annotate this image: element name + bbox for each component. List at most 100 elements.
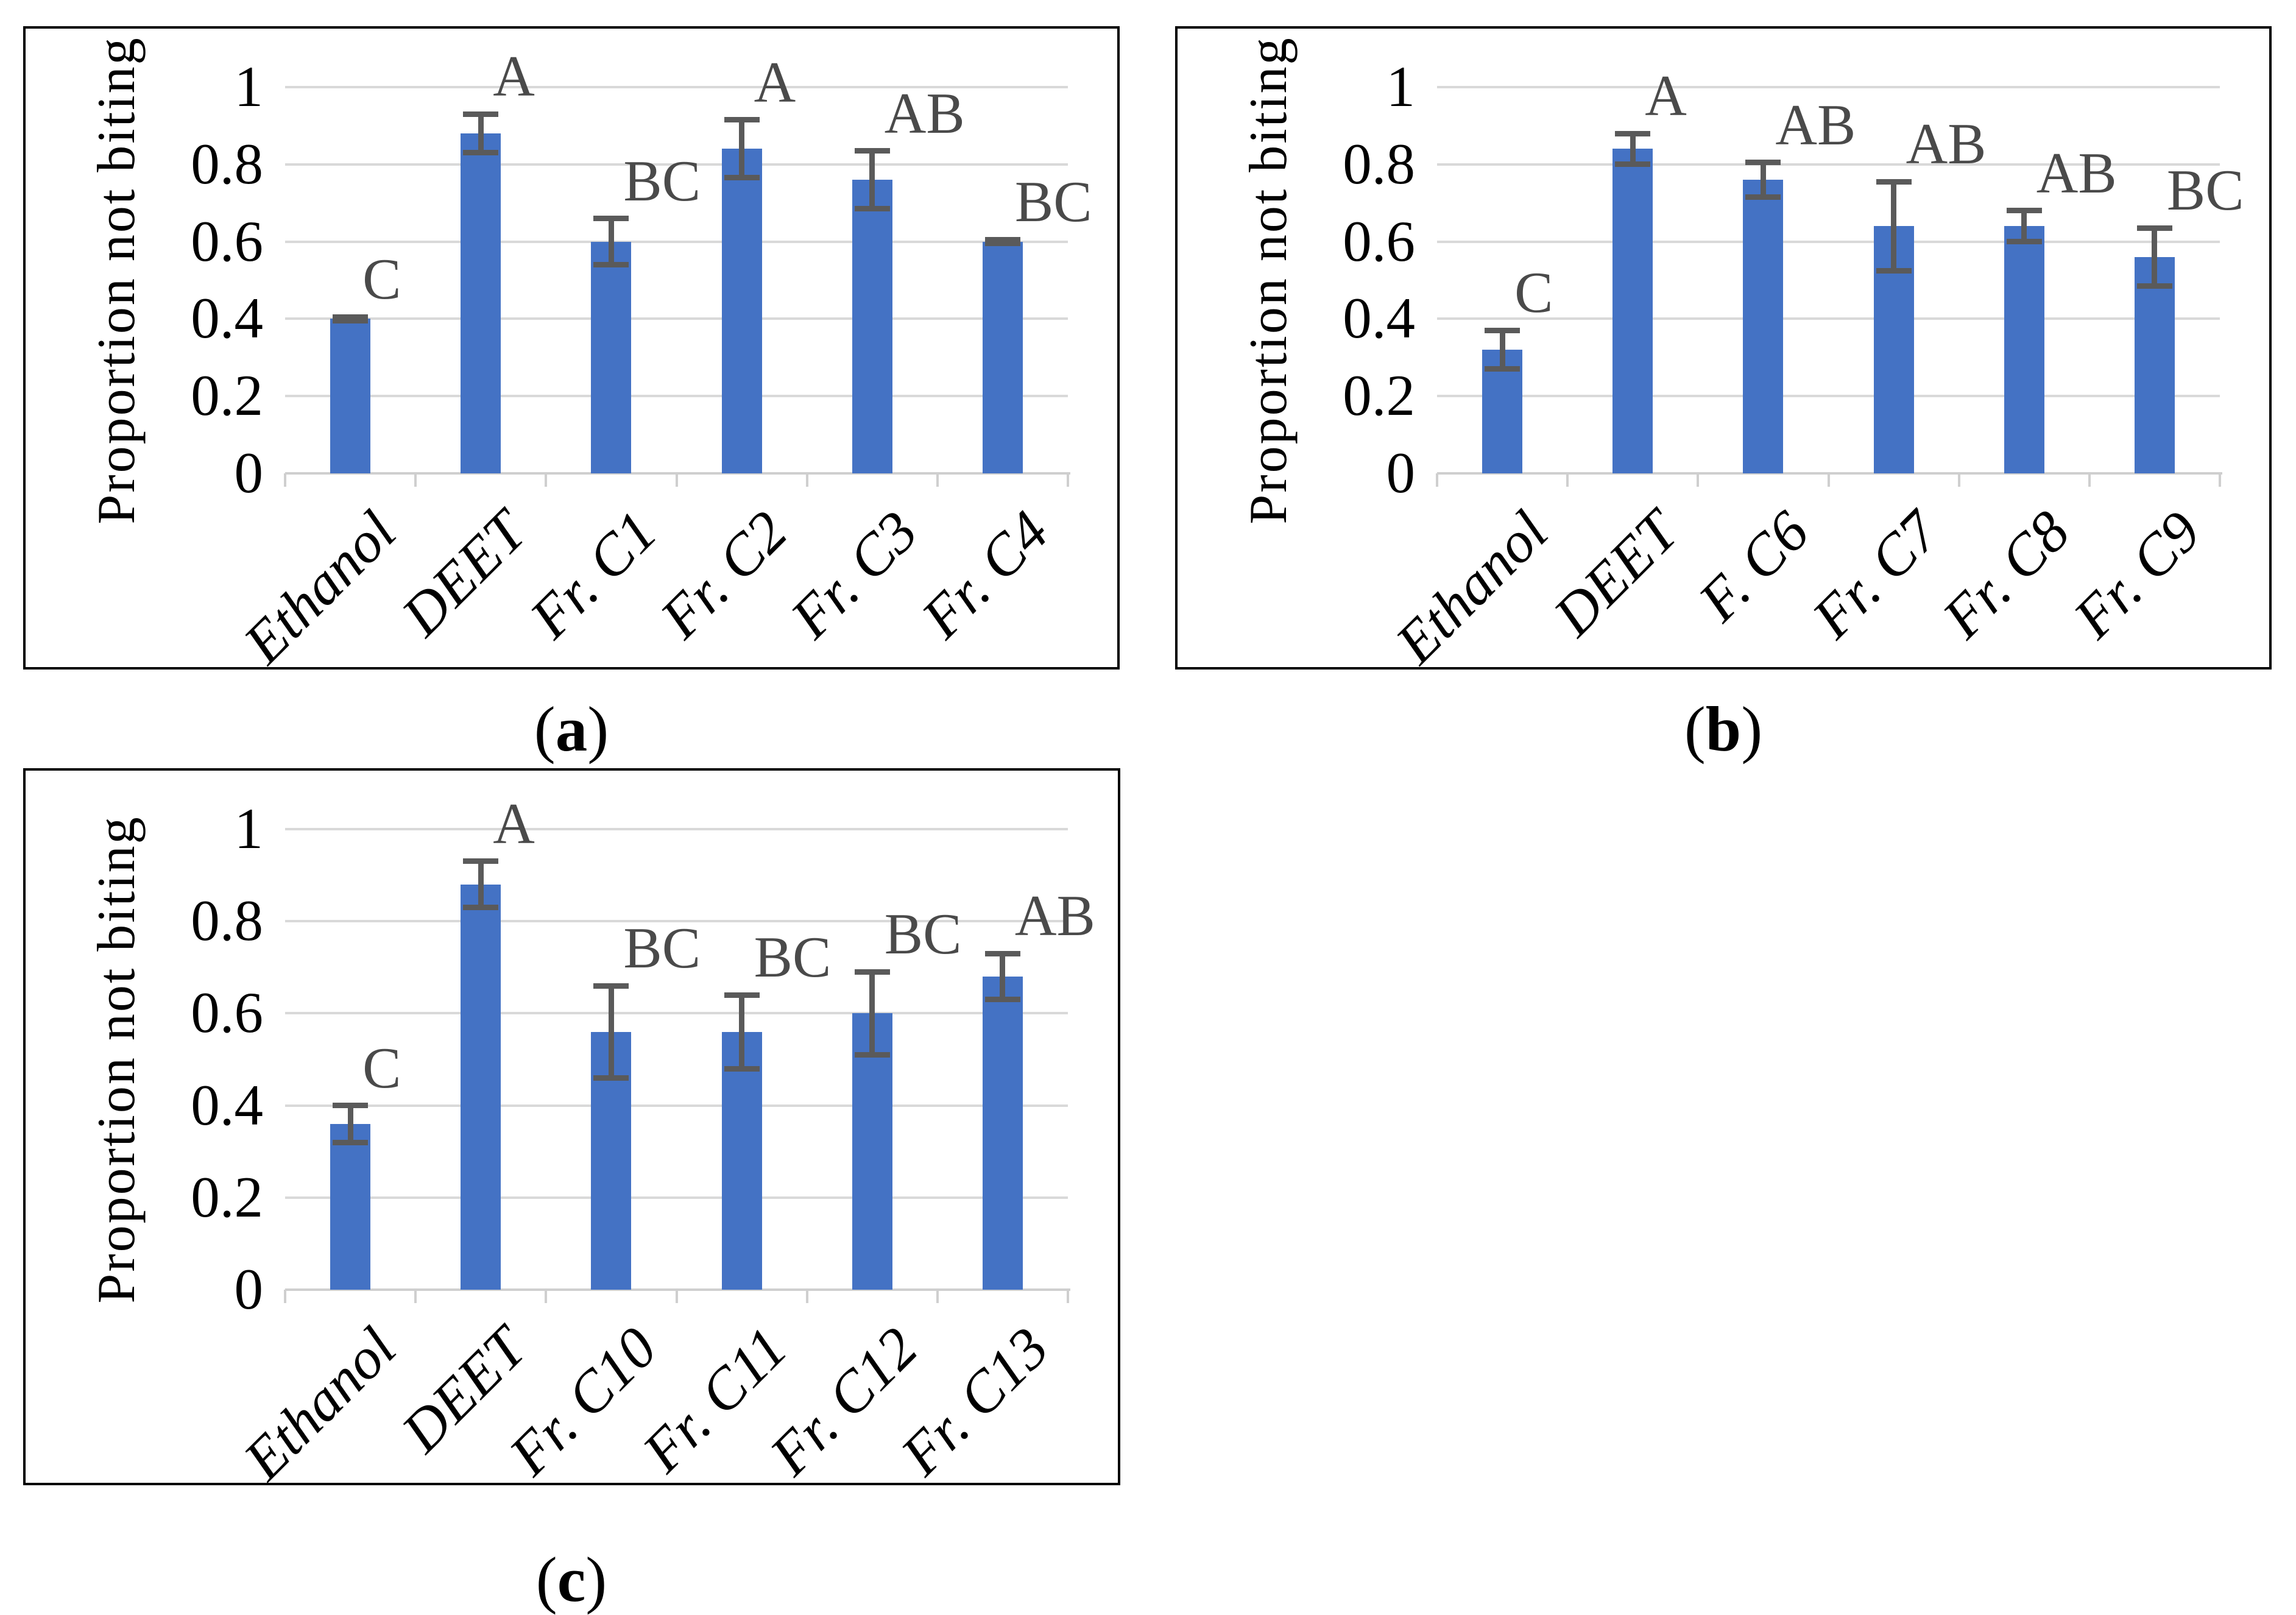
y-tick-label: 0.4 (191, 1072, 263, 1137)
y-axis-title: Proportion not biting (87, 815, 146, 1304)
error-bar-cap-bottom (854, 206, 890, 212)
bar (461, 133, 501, 473)
error-bar-cap-bottom (2136, 283, 2172, 289)
x-axis-tick (2219, 473, 2221, 487)
error-bar-cap-bottom (984, 241, 1020, 247)
gridline (1437, 240, 2220, 243)
caption-open-paren: ( (534, 693, 556, 765)
bar (461, 884, 501, 1290)
error-bar-cap-top (463, 858, 499, 864)
y-tick-label: 0 (234, 1257, 264, 1321)
x-category-label: Ethanol (231, 1315, 408, 1492)
gridline (1437, 395, 2220, 398)
panel-b: Proportion not biting 1 0.8 0.6 0.4 0.2 0 C Etha… (1175, 26, 2272, 676)
error-bar-line (1630, 133, 1636, 164)
significance-letter: AB (2036, 140, 2117, 205)
significance-letter: AB (884, 80, 965, 146)
x-axis-tick (1566, 473, 1569, 487)
gridline (1437, 86, 2220, 88)
y-tick-label: 0.2 (191, 1164, 263, 1229)
x-axis-tick (545, 473, 548, 487)
gridline (1437, 317, 2220, 320)
error-bar-cap-top (1876, 178, 1912, 185)
y-tick-label: 0.6 (1343, 208, 1415, 274)
significance-letter: BC (884, 902, 962, 967)
x-category-label: Fr. C10 (496, 1315, 669, 1488)
significance-letter: C (362, 247, 401, 312)
error-bar-line (2021, 210, 2027, 242)
caption-letter-a: a (555, 693, 588, 765)
significance-letter: BC (1014, 169, 1092, 235)
x-axis-tick (545, 1290, 548, 1303)
x-axis-tick (1957, 473, 1960, 487)
error-bar-cap-top (1485, 327, 1521, 333)
caption-b: (b) (1541, 696, 1906, 763)
x-axis-tick (675, 473, 678, 487)
x-axis-tick (1067, 473, 1069, 487)
bar (591, 241, 632, 473)
gridline (285, 828, 1068, 830)
caption-a: (a) (389, 696, 754, 763)
x-axis-tick (1067, 1290, 1069, 1303)
y-tick-label: 0.4 (191, 286, 263, 351)
x-axis-line (285, 472, 1070, 475)
x-axis-tick (936, 1290, 939, 1303)
error-bar-cap-top (593, 983, 629, 989)
x-category-label: Fr. C9 (2060, 498, 2213, 651)
significance-letter: C (362, 1035, 401, 1100)
x-category-label: Fr. C4 (908, 498, 1061, 651)
bar (721, 149, 762, 473)
error-bar-cap-top (984, 950, 1020, 956)
caption-letter-c: c (557, 1544, 586, 1615)
caption-close-paren: ) (587, 693, 609, 765)
x-axis-tick (414, 1290, 417, 1303)
x-category-label: Fr. C3 (778, 498, 930, 651)
error-bar-line (869, 972, 875, 1055)
error-bar-cap-top (724, 117, 760, 123)
y-tick-label: 1 (234, 54, 264, 119)
y-tick-label: 0.6 (191, 980, 263, 1045)
x-axis-tick (675, 1290, 678, 1303)
x-axis-tick (936, 473, 939, 487)
x-axis-tick (1827, 473, 1830, 487)
significance-letter: A (754, 49, 796, 115)
gridline (285, 317, 1068, 320)
y-tick-label: 0.4 (1343, 286, 1415, 351)
bar (982, 241, 1023, 473)
x-category-label: F. C6 (1686, 498, 1821, 634)
significance-letter: BC (623, 916, 701, 981)
error-bar-line (478, 861, 484, 908)
significance-letter: A (493, 791, 535, 856)
y-tick-label: 0.2 (1343, 363, 1415, 428)
significance-letter: BC (754, 925, 832, 990)
error-bar-cap-bottom (333, 318, 369, 324)
error-bar-line (1760, 162, 1766, 197)
gridline (285, 1196, 1068, 1199)
x-category-label: Fr. C8 (1930, 498, 2082, 651)
significance-letter: AB (1906, 111, 1987, 177)
bar (2134, 256, 2175, 473)
x-category-label: Fr. C1 (517, 498, 669, 651)
x-axis-line (1437, 472, 2222, 475)
gridline (285, 1012, 1068, 1015)
x-axis-tick (284, 473, 286, 487)
x-category-label: Fr. C2 (648, 498, 800, 651)
error-bar-cap-bottom (1876, 267, 1912, 274)
error-bar-line (1499, 330, 1505, 369)
error-bar-cap-bottom (724, 1065, 760, 1072)
gridline (285, 86, 1068, 88)
panel-c: Proportion not biting 1 0.8 0.6 0.4 0.2 0 C Etha… (23, 768, 1120, 1492)
error-bar-line (869, 150, 875, 209)
y-tick-label: 0.8 (191, 131, 263, 196)
error-bar-line (347, 1105, 353, 1143)
error-bar-cap-bottom (593, 1075, 629, 1081)
x-axis-tick (414, 473, 417, 487)
bar (852, 1013, 892, 1290)
y-tick-label: 0.8 (191, 888, 263, 953)
error-bar-cap-top (1745, 160, 1781, 166)
error-bar-line (1000, 953, 1006, 1000)
error-bar-cap-top (333, 314, 369, 320)
x-axis-tick (2088, 473, 2091, 487)
bar (982, 976, 1023, 1290)
significance-letter: AB (1775, 92, 1856, 157)
